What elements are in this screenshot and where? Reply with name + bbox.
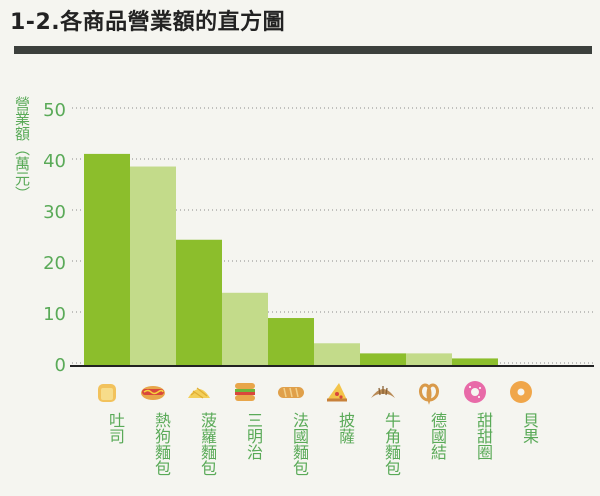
category-label: 貝果 [520, 412, 539, 444]
pizza-slice-icon [323, 378, 351, 406]
category-label: 三明治 [244, 412, 263, 460]
category-label: 菠蘿麵包 [198, 412, 217, 476]
category-label: 法國麵包 [290, 412, 309, 476]
bar-1 [84, 153, 130, 366]
pretzel-icon [415, 378, 443, 406]
bar-9 [452, 358, 498, 366]
category-label: 披薩 [336, 412, 355, 444]
y-axis-label: 營業額（萬元） [13, 96, 31, 201]
y-tick-label: 0 [55, 355, 66, 376]
category-label: 甜甜圈 [474, 412, 493, 460]
melon-bun-icon [185, 378, 213, 406]
y-tick-label: 40 [43, 151, 66, 172]
hotdog-icon [139, 378, 167, 406]
y-tick-label: 10 [43, 304, 66, 325]
bar-6 [314, 343, 360, 366]
y-tick-labels: 50 40 30 20 10 0 [43, 100, 66, 376]
bar-7 [360, 353, 406, 366]
y-tick-label: 50 [43, 100, 66, 121]
croissant-icon [369, 378, 397, 406]
page-title: 1-2.各商品營業額的直方圖 [10, 10, 286, 35]
y-tick-label: 20 [43, 253, 66, 274]
y-tick-label: 30 [43, 202, 66, 223]
bar-2 [130, 166, 176, 366]
sandwich-icon [231, 378, 259, 406]
category-label: 德國結 [428, 412, 447, 460]
bar-5 [268, 318, 314, 366]
toast-icon [93, 378, 121, 406]
donut-icon [461, 378, 489, 406]
bar-3 [176, 239, 222, 366]
bar-8 [406, 353, 452, 366]
category-label: 熱狗麵包 [152, 412, 171, 476]
baguette-icon [277, 378, 305, 406]
bar-4 [222, 292, 268, 366]
title-divider [14, 46, 592, 54]
category-label: 牛角麵包 [382, 412, 401, 476]
category-label: 吐司 [106, 412, 125, 444]
bagel-icon [507, 378, 535, 406]
bars [84, 153, 544, 366]
